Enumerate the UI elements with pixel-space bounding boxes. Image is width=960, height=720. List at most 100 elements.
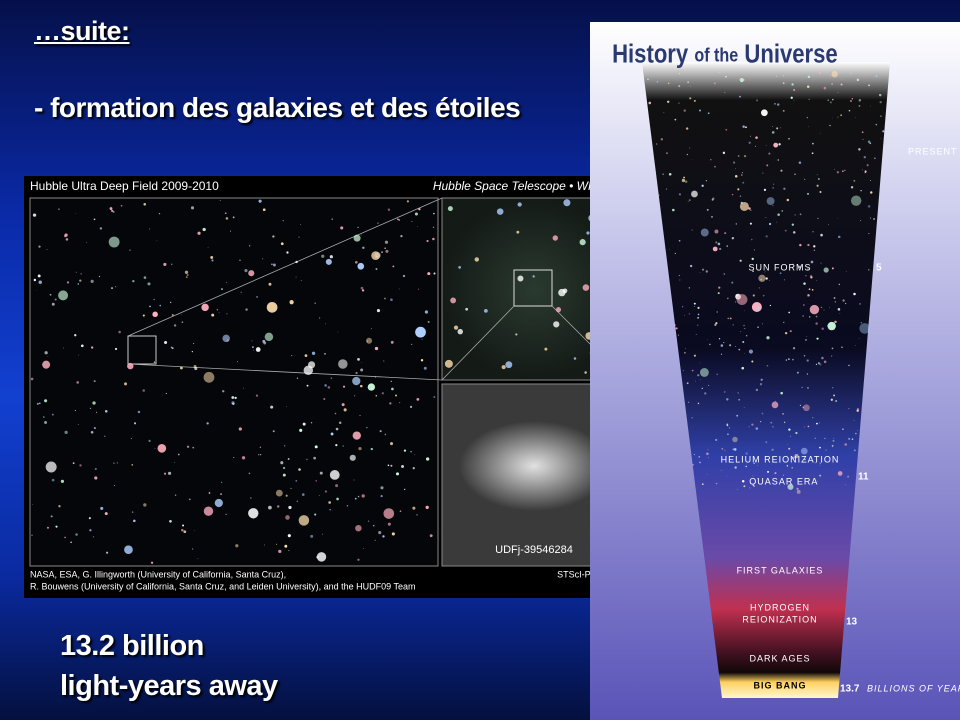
galaxy-dot [355,371,358,375]
galaxy-dot [225,217,229,220]
cone-star [750,135,751,137]
cone-star [855,345,857,346]
galaxy-dot [77,283,80,285]
galaxy-dot [234,396,237,400]
galaxy-dot [76,381,80,384]
cone-star [769,280,771,281]
cone-star [778,143,781,146]
cone-star [678,85,681,88]
galaxy-dot [383,360,385,362]
cone-star [699,362,701,364]
cone-star [841,346,843,348]
cone-star [708,384,710,386]
inset-dot [517,202,522,207]
galaxy-dot [64,233,68,237]
cone-star [727,317,730,320]
cone-star [813,249,816,251]
cone-star [682,370,684,372]
galaxy-dot [165,392,167,395]
galaxy-dot [374,376,377,378]
galaxy-dot [201,303,209,312]
galaxy-dot [357,226,359,229]
galaxy-dot [335,484,339,488]
cone-star [803,355,806,357]
galaxy-dot [106,551,109,554]
galaxy-dot [130,438,132,440]
galaxy-dot [64,536,66,539]
galaxy-dot [262,258,264,260]
zoom-box [513,269,553,307]
galaxy-dot [319,317,321,319]
cone-star [853,449,856,452]
cone-star [714,323,717,326]
galaxy-dot [44,421,47,424]
cone-star [776,127,779,130]
galaxy-dot [248,270,255,277]
cone-star [779,272,782,274]
galaxy-dot [174,461,175,463]
cone-star [724,232,727,235]
cone-star [783,321,785,324]
cone-star [683,176,685,179]
galaxy-dot [324,384,327,387]
galaxy-dot [44,399,48,403]
cone-star [691,190,698,198]
galaxy-dot [202,227,206,232]
galaxy-dot [38,245,41,248]
galaxy-dot [340,226,344,230]
cone-star [838,283,841,286]
cone-star [748,426,750,428]
cone-star [663,112,665,114]
cone-star [812,417,814,419]
era-label: SUN FORMS [749,262,812,272]
galaxy-dot [277,505,280,508]
galaxy-dot [367,520,370,522]
galaxy-dot [132,280,135,283]
cone-star [707,112,710,115]
cone-star [725,128,728,131]
cone-star [691,229,693,231]
galaxy-dot [346,505,349,507]
cone-star [796,487,799,490]
galaxy-dot [323,397,326,401]
era-label: • QUASAR ERA [742,476,819,486]
cone-star [776,103,780,106]
galaxy-dot [287,534,291,538]
cone-star [774,102,776,105]
cone-star [715,482,718,485]
cone-star [743,407,745,408]
cone-star [844,443,848,446]
galaxy-dot [255,394,259,397]
galaxy-dot [98,275,101,278]
galaxy-dot [96,478,98,479]
galaxy-dot [158,212,161,215]
cone-star [693,306,695,308]
galaxy-dot [239,259,241,261]
galaxy-dot [203,506,214,516]
cone-star [709,343,711,346]
cone-star [751,423,754,426]
cone-star [764,272,765,273]
cone-star [712,246,718,252]
cone-star [693,99,696,102]
cone-star [721,447,724,450]
galaxy-dot [92,401,96,405]
galaxy-dot [133,519,136,523]
cone-star [706,452,709,456]
cone-star [757,326,759,328]
cone-star [806,85,810,89]
cone-star [837,308,841,311]
cone-star [849,99,853,103]
cone-star [789,330,792,333]
galaxy-dot [372,524,375,527]
galaxy-dot [384,247,386,250]
galaxy-dot [398,219,401,221]
galaxy-dot [412,466,415,470]
galaxy-dot [290,487,292,490]
galaxy-dot [190,206,195,210]
galaxy-dot [174,494,177,496]
galaxy-dot [181,321,184,323]
cone-star [715,241,718,244]
cone-star [739,259,742,262]
galaxy-dot [93,380,96,383]
